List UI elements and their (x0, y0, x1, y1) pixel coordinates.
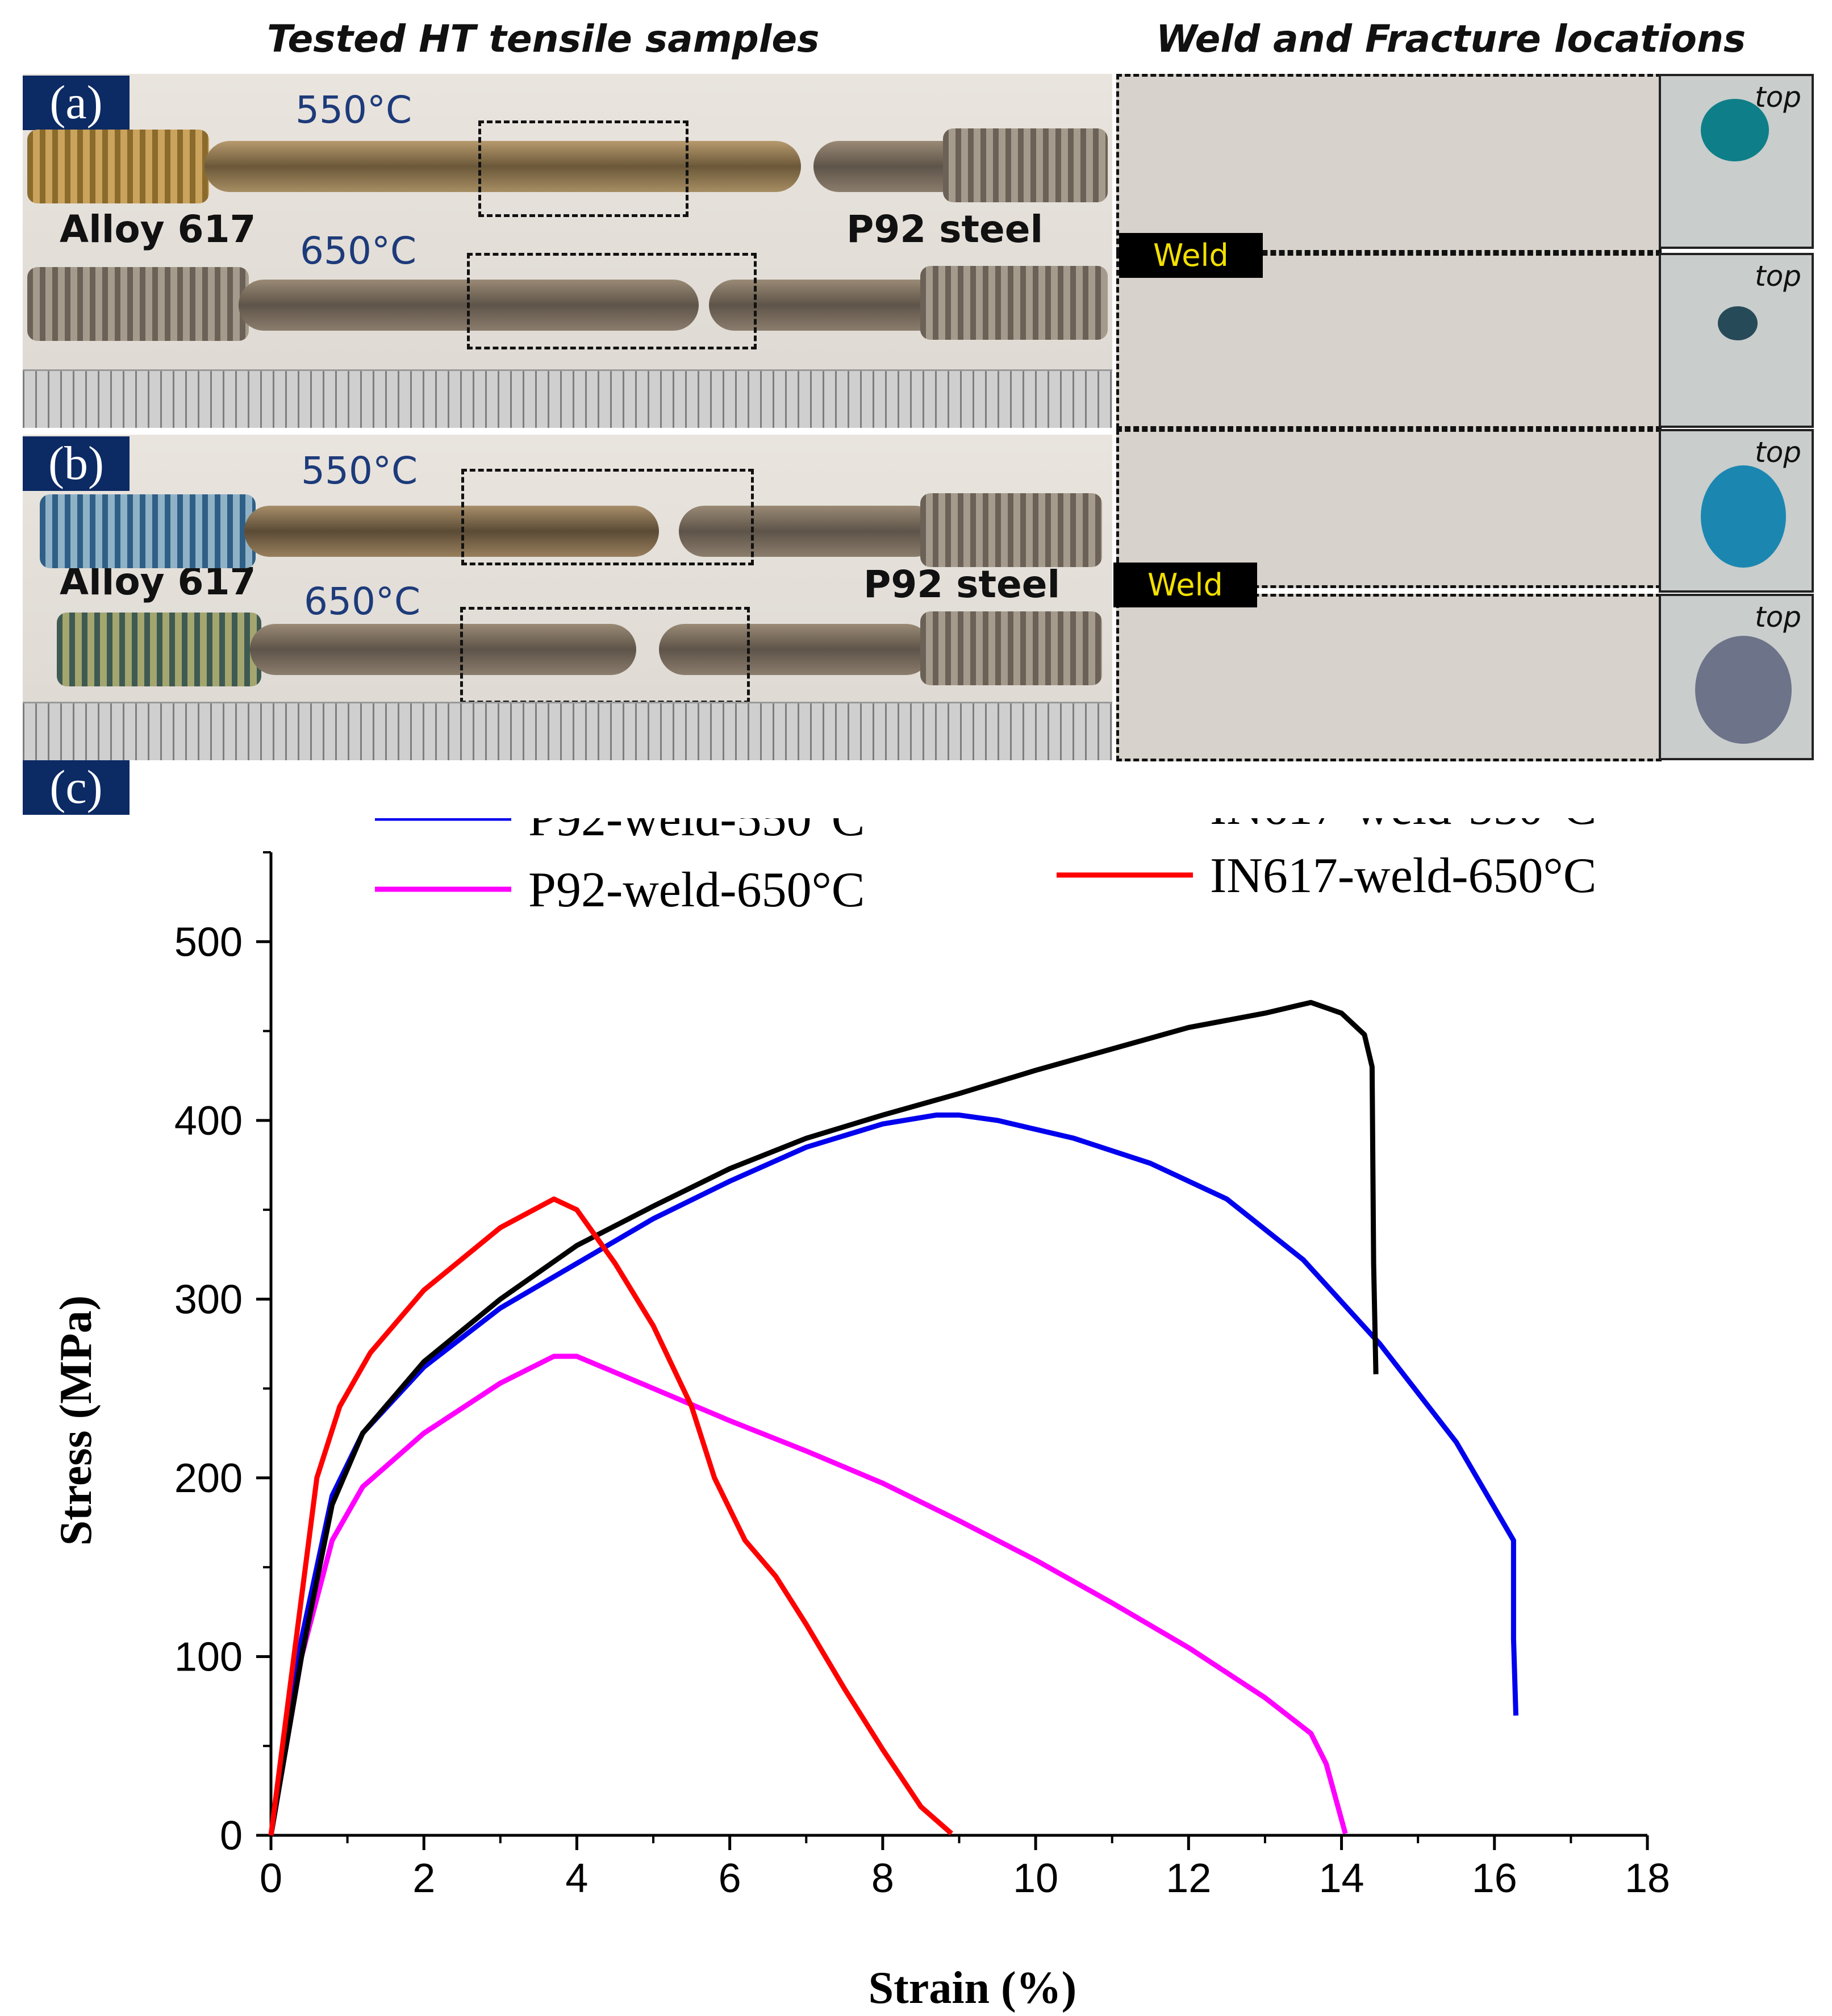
p92-steel-label-b: P92 steel (863, 563, 1061, 606)
x-tick-label: 10 (1013, 1856, 1058, 1901)
y-tick-label: 500 (174, 919, 243, 965)
series-line-0 (268, 1112, 1518, 1836)
sample-b550-rod-left (244, 506, 659, 557)
weld-detail-a650 (1116, 253, 1662, 429)
series-line-1 (268, 1353, 1348, 1836)
temp-label-a-550: 550°C (295, 88, 412, 132)
weld-tag-a: Weld (1119, 233, 1263, 278)
x-tick-label: 14 (1319, 1856, 1364, 1901)
x-tick-label: 0 (260, 1856, 282, 1901)
weld-detail-a550 (1116, 74, 1662, 253)
temp-label-a-650: 650°C (300, 229, 417, 273)
sample-b550-thread-left (40, 494, 256, 568)
chart-axes: 0 2 4 6 8 10 12 14 16 18 0 100 200 300 400 500 (174, 851, 1670, 1901)
x-tick-label: 16 (1472, 1856, 1517, 1901)
fracture-surface-b550: top (1659, 429, 1814, 593)
legend-label-2: IN617-weld-550°C (1210, 818, 1596, 835)
legend-label-3: IN617-weld-650°C (1210, 848, 1596, 903)
badge-b: (b) (23, 436, 130, 491)
legend-label-0: P92-weld-550°C (528, 818, 865, 847)
sample-b550-rod-right (679, 506, 940, 557)
heading-weld-fracture: Weld and Fracture locations (1156, 17, 1746, 61)
sample-b550-thread-right (920, 493, 1102, 567)
fracture-surface-a650: top (1659, 253, 1814, 428)
sample-b650-thread-right (920, 611, 1102, 685)
temp-label-b-550: 550°C (301, 449, 418, 493)
weld-tag-b: Weld (1113, 563, 1257, 607)
chart-legend: P92-weld-550°C P92-weld-650°C IN617-weld-5… (375, 818, 1596, 918)
fracture-surface-b650: top (1659, 594, 1814, 760)
weld-box-b650 (460, 607, 750, 703)
sample-a550-thread-right (943, 128, 1108, 202)
chart-series (268, 999, 1518, 1836)
y-tick-label: 400 (174, 1098, 243, 1144)
stress-strain-chart: P92-weld-550°C P92-weld-650°C IN617-weld-5… (51, 818, 1670, 2013)
chart-ylabel: Stress (MPa) (51, 1296, 101, 1546)
weld-box-a550 (478, 120, 688, 217)
y-tick-label: 200 (174, 1456, 243, 1501)
fracture-blob-b650 (1695, 636, 1792, 744)
sample-b650-rod-right (659, 624, 932, 675)
weld-box-a650 (467, 253, 757, 349)
series-line-3 (268, 1196, 953, 1836)
y-tick-label: 100 (174, 1634, 243, 1680)
fracture-top-label-a550: top (1755, 81, 1801, 114)
y-tick-label: 300 (174, 1277, 243, 1322)
ruler-a (23, 369, 1112, 428)
weld-detail-b650 (1116, 594, 1662, 761)
heading-tested-samples: Tested HT tensile samples (267, 17, 820, 61)
sample-b650-rod-left (250, 624, 636, 675)
badge-a: (a) (23, 76, 130, 130)
fracture-blob-a550 (1701, 99, 1769, 161)
series-line-2 (268, 999, 1379, 1836)
p92-steel-label-a: P92 steel (846, 207, 1044, 251)
chart-xlabel: Strain (%) (869, 1963, 1077, 2013)
sample-a650-rod-right (709, 280, 948, 331)
badge-c: (c) (23, 760, 130, 815)
weld-box-b550 (461, 469, 754, 565)
weld-detail-b550 (1116, 429, 1662, 588)
sample-b650-thread-left (57, 613, 261, 686)
x-tick-label: 18 (1625, 1856, 1670, 1901)
sample-a550-rod-left (205, 141, 801, 192)
fracture-top-label-b650: top (1755, 601, 1801, 634)
sample-a550-thread-left (27, 130, 209, 203)
fracture-blob-b550 (1701, 465, 1786, 568)
fracture-top-label-a650: top (1755, 260, 1801, 293)
alloy-617-label-a: Alloy 617 (60, 207, 256, 251)
fracture-blob-a650 (1718, 306, 1758, 340)
x-tick-label: 4 (565, 1856, 588, 1901)
fracture-top-label-b550: top (1755, 436, 1801, 469)
fracture-surface-a550: top (1659, 74, 1814, 249)
legend-label-1: P92-weld-650°C (528, 863, 865, 918)
temp-label-b-650: 650°C (304, 580, 421, 623)
x-tick-label: 6 (719, 1856, 741, 1901)
sample-a650-thread-left (27, 267, 249, 341)
x-tick-label: 2 (412, 1856, 435, 1901)
sample-a650-thread-right (920, 266, 1108, 340)
x-tick-label: 8 (871, 1856, 894, 1901)
ruler-b (23, 702, 1112, 760)
x-tick-label: 12 (1166, 1856, 1211, 1901)
y-tick-label: 0 (220, 1813, 243, 1859)
